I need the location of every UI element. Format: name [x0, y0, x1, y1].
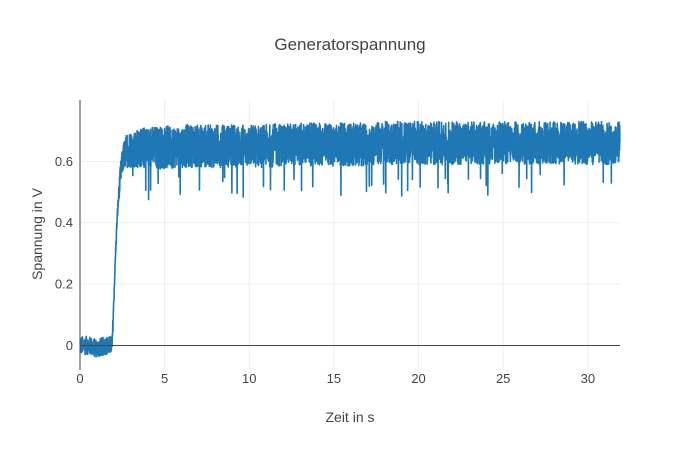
- tick-layer: 0 5 10 15 20 25 30 0 0.2 0.4 0.6: [55, 154, 595, 386]
- x-tick-label: 30: [581, 371, 595, 386]
- y-tick-label: 0.2: [55, 277, 73, 292]
- x-tick-label: 20: [411, 371, 425, 386]
- x-tick-label: 0: [76, 371, 83, 386]
- x-tick-label: 5: [161, 371, 168, 386]
- axis-layer: [79, 100, 620, 370]
- y-axis-label: Spannung in V: [29, 187, 45, 280]
- x-tick-label: 15: [327, 371, 341, 386]
- y-tick-label: 0: [66, 338, 73, 353]
- x-tick-label: 25: [496, 371, 510, 386]
- x-axis-label: Zeit in s: [325, 409, 374, 425]
- y-tick-label: 0.6: [55, 154, 73, 169]
- data-layer: [79, 120, 621, 358]
- y-tick-label: 0.4: [55, 215, 73, 230]
- series-line: [79, 120, 621, 358]
- chart-title: Generatorspannung: [274, 35, 425, 54]
- x-tick-label: 10: [242, 371, 256, 386]
